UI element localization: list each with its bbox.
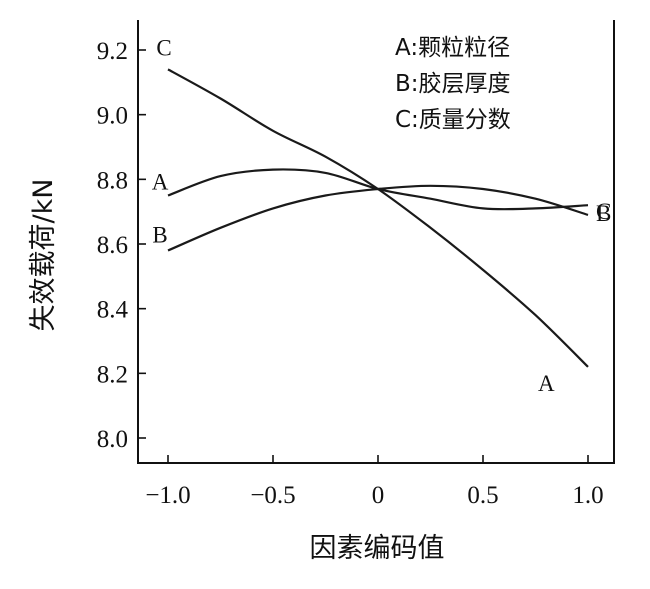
x-tick-label: −0.5 (250, 482, 295, 509)
axes (137, 20, 615, 464)
x-tick-label: 0.5 (467, 482, 498, 509)
x-tick-label: 1.0 (572, 482, 603, 509)
legend-entry: C:质量分数 (395, 107, 511, 133)
y-tick-label: 9.2 (97, 38, 128, 65)
series-line-c (167, 68, 589, 368)
series-curves (167, 68, 589, 368)
tick-labels: 8.0 8.2 8.4 8.6 8.8 9.0 9.2 −1.0 −0.5 0 0.5 1.0 (97, 38, 604, 509)
y-tick-label: 9.0 (97, 103, 128, 130)
tick-marks (138, 49, 589, 463)
y-tick-label: 8.6 (97, 232, 128, 259)
series-end-label: C (596, 199, 611, 224)
series-start-label: A (152, 170, 169, 195)
y-tick-label: 8.2 (97, 361, 128, 388)
legend-entry: A:颗粒粒径 (395, 35, 510, 61)
legend-entry: B:胶层厚度 (395, 71, 511, 97)
y-tick-label: 8.4 (97, 297, 129, 324)
legend: A:颗粒粒径 B:胶层厚度 C:质量分数 (395, 35, 511, 133)
x-tick-label: 0 (372, 482, 385, 509)
x-axis-title: 因素编码值 (310, 533, 445, 564)
y-axis-title: 失效载荷/kN (28, 179, 59, 332)
y-tick-label: 8.8 (97, 167, 128, 194)
series-start-label: C (156, 35, 171, 60)
x-tick-label: −1.0 (145, 482, 190, 509)
axis-frame (137, 20, 615, 464)
y-tick-label: 8.0 (97, 426, 128, 453)
series-end-label: B (596, 201, 611, 226)
series-start-label: B (152, 222, 167, 247)
series-line-b (167, 184, 589, 252)
series-end-label: A (538, 371, 555, 396)
